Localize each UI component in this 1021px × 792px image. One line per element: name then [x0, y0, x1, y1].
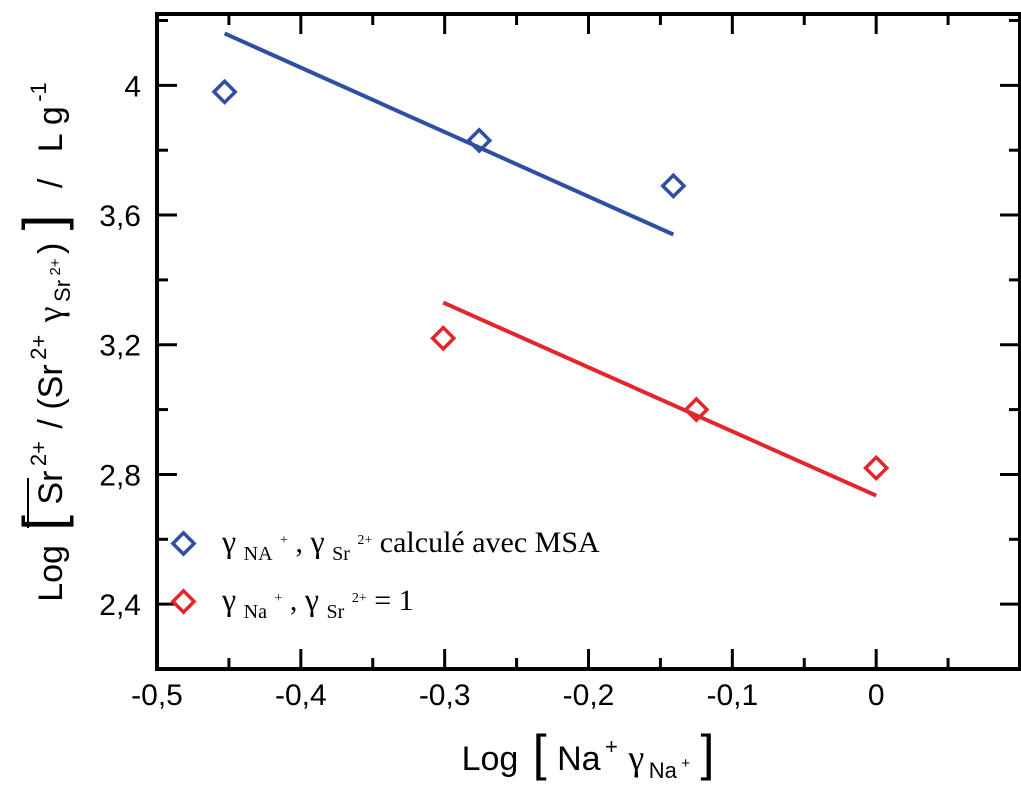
y-axis-title-gamma-sub: Sr	[50, 280, 75, 302]
data-point-series-2	[683, 396, 710, 423]
y-axis-title-open-bracket: [	[11, 515, 74, 531]
y-axis-title-prefix: Log	[32, 545, 70, 602]
axis-tick-labels: -0,5 -0,4 -0,3 -0,2 -0,1 0 2,4 2,8 3,2 3,6 4	[99, 70, 884, 712]
fit-line-series-1	[223, 31, 675, 237]
x-tick-label: -0,5	[131, 679, 183, 712]
legend-2-gamma1-sup: +	[274, 591, 282, 606]
y-axis-title-sup2: 2+	[26, 335, 51, 360]
y-axis-title-unit: L g	[32, 106, 70, 152]
x-tick-label: -0,2	[563, 679, 615, 712]
legend-2-tail: = 1	[374, 584, 413, 617]
legend-1-gamma2-sub: Sr	[332, 543, 350, 565]
legend-1-gamma2-sup: 2+	[357, 533, 372, 548]
y-tick-label: 3,2	[99, 330, 141, 363]
x-axis-title-gamma: γ	[627, 738, 644, 778]
fit-line-series-2	[442, 300, 877, 498]
legend-marker-2	[170, 588, 197, 615]
x-tick-label: -0,1	[706, 679, 758, 712]
legend: γ NA + , γ Sr 2+ calculé avec MSA γ Na +…	[170, 518, 600, 625]
legend-entry-1: γ NA + , γ Sr 2+ calculé avec MSA	[170, 518, 600, 567]
y-tick-label: 2,8	[99, 459, 141, 492]
svg-text:γ NA +: γ NA + , γ Sr 2+ calculé avec MSA	[221, 518, 600, 567]
x-axis-title-gamma-sub-sup: +	[681, 755, 690, 772]
y-axis-title-slash: /	[32, 178, 70, 188]
y-axis-title-unit-sup: -1	[26, 82, 51, 102]
legend-1-separator: ,	[295, 526, 310, 559]
legend-1-gamma1: γ	[221, 523, 236, 559]
data-point-series-2	[430, 325, 457, 352]
y-axis-title: Log [ Sr 2+ / (Sr 2+ γ Sr 2+ ) ] / L g -…	[11, 82, 75, 602]
data-point-series-1	[466, 127, 493, 154]
x-tick-label: -0,3	[419, 679, 471, 712]
legend-2-gamma2: γ	[304, 581, 319, 617]
legend-1-gamma1-sub: NA	[244, 543, 273, 565]
x-axis-title-close-bracket: ]	[701, 725, 715, 781]
x-axis-title-sup: +	[605, 734, 618, 759]
y-axis-title-close-paren: )	[32, 243, 70, 254]
x-axis-title-prefix: Log	[462, 740, 519, 778]
legend-1-gamma2: γ	[309, 523, 324, 559]
data-point-series-1	[660, 172, 687, 199]
legend-marker-1	[170, 530, 197, 557]
y-tick-label: 2,4	[99, 589, 141, 622]
data-markers	[211, 78, 890, 482]
x-tick-label: -0,4	[275, 679, 327, 712]
y-tick-label: 3,6	[99, 200, 141, 233]
fit-lines	[223, 31, 877, 498]
data-point-series-1	[211, 78, 238, 105]
y-axis-title-sr-bar-sup: 2+	[26, 441, 51, 466]
legend-1-gamma1-sup: +	[280, 533, 288, 548]
svg-text:Log [ Sr 2+: Log [ Sr 2+ / (Sr 2+ γ Sr 2+ ) ] / L g -…	[11, 82, 75, 602]
plot-frame	[155, 12, 1021, 671]
y-tick-label: 4	[124, 70, 141, 103]
x-tick-label: 0	[868, 679, 885, 712]
x-axis-title: Log [ Na + γ Na + ]	[462, 725, 715, 783]
legend-2-gamma2-sub: Sr	[327, 601, 345, 623]
x-axis-title-main: Na	[557, 740, 601, 778]
legend-2-gamma1: γ	[221, 581, 236, 617]
legend-2-gamma2-sup: 2+	[352, 591, 367, 606]
y-axis-title-middle: / (Sr	[32, 364, 70, 428]
y-axis-title-close-bracket: ]	[11, 215, 74, 231]
x-axis-title-open-bracket: [	[533, 725, 547, 781]
svg-text:γ Na +: γ Na + , γ Sr 2+ = 1	[221, 576, 414, 625]
y-axis-title-gamma-sub-sup: 2+	[47, 258, 64, 275]
y-axis-title-gamma: γ	[30, 306, 70, 323]
data-point-series-2	[863, 454, 890, 482]
legend-2-gamma1-sub: Na	[244, 601, 267, 623]
axis-ticks	[155, 14, 1021, 671]
legend-2-separator: ,	[290, 584, 305, 617]
legend-entry-2: γ Na + , γ Sr 2+ = 1	[170, 576, 414, 625]
legend-1-tail: calculé avec MSA	[380, 526, 600, 559]
x-axis-title-gamma-sub: Na	[649, 758, 678, 783]
y-axis-title-sr-bar: Sr	[32, 471, 70, 505]
